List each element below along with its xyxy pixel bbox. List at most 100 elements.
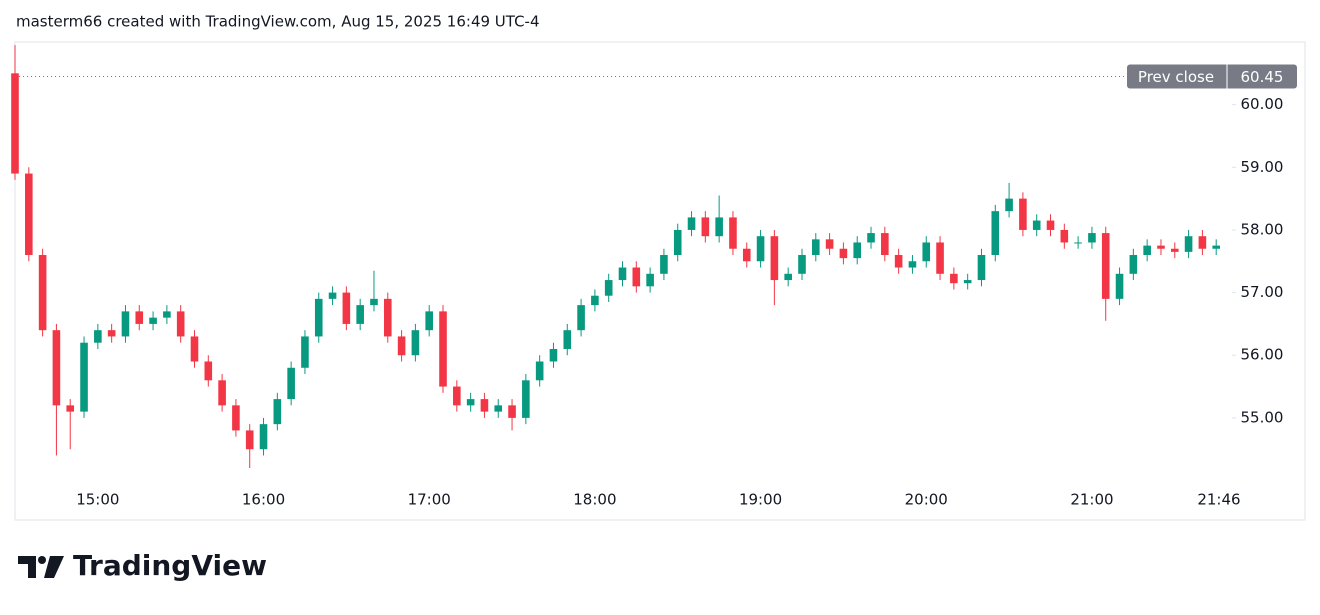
y-tick-label: 57.00 xyxy=(1241,283,1284,301)
candle-body xyxy=(867,233,875,243)
candle-body xyxy=(1074,242,1082,244)
candle-body xyxy=(11,73,19,174)
candle-body xyxy=(1129,255,1138,274)
candle-body xyxy=(107,330,116,337)
candle-body xyxy=(950,273,958,284)
candle-body xyxy=(1019,198,1027,230)
prev-close-label: Prev close xyxy=(1138,68,1214,86)
candle-body xyxy=(121,311,130,337)
candle-body xyxy=(660,255,668,274)
candle-body xyxy=(1088,233,1096,243)
candle-body xyxy=(480,399,489,412)
candle-body xyxy=(881,233,889,256)
candle-body xyxy=(1143,245,1151,256)
candle-body xyxy=(342,292,351,324)
candle-body xyxy=(245,430,254,450)
candle-body xyxy=(908,261,917,268)
candle-body xyxy=(301,336,309,368)
candle-body xyxy=(618,267,627,281)
candle-body xyxy=(563,330,572,349)
candle-body xyxy=(38,255,47,331)
candle-body xyxy=(673,229,682,256)
candle-body xyxy=(508,405,516,418)
x-tick-label: 21:00 xyxy=(1070,491,1113,509)
candle-body xyxy=(1046,220,1055,230)
candle-body xyxy=(494,405,503,412)
candle-body xyxy=(204,361,213,381)
candle-body xyxy=(729,217,737,249)
candle-body xyxy=(1060,229,1069,243)
candle-body xyxy=(991,211,1000,256)
candle-body xyxy=(383,298,392,337)
candle-body xyxy=(825,239,834,249)
x-tick-label: 15:00 xyxy=(76,491,119,509)
candle-body xyxy=(370,298,378,306)
candle-body xyxy=(1198,236,1207,249)
candle-body xyxy=(439,311,447,387)
candle-body xyxy=(466,399,475,406)
candle-body xyxy=(549,348,558,362)
candle-body xyxy=(94,330,102,343)
candle-body xyxy=(701,217,710,237)
prev-close-value: 60.45 xyxy=(1241,68,1284,86)
x-tick-label: 17:00 xyxy=(408,491,451,509)
candle-body xyxy=(577,305,585,331)
candle-body xyxy=(163,311,171,318)
candle-body xyxy=(453,386,461,406)
candle-body xyxy=(328,292,337,299)
x-tick-label: 16:00 xyxy=(242,491,285,509)
candle-body xyxy=(411,330,420,356)
candle-body xyxy=(936,242,944,274)
candle-body xyxy=(218,380,226,406)
candle-body xyxy=(798,255,806,274)
candle-body xyxy=(135,311,144,324)
y-tick-label: 60.00 xyxy=(1241,95,1284,113)
candle-body xyxy=(1212,245,1220,249)
header: masterm66 created with TradingView.com, … xyxy=(16,13,540,31)
candle-body xyxy=(314,298,323,337)
candle-body xyxy=(356,305,364,324)
candle-body xyxy=(742,248,751,262)
chart-frame xyxy=(14,41,1306,521)
prev-close-tag xyxy=(1127,64,1297,89)
candle-body xyxy=(687,217,696,230)
candle-body xyxy=(522,380,530,418)
candle-body xyxy=(397,336,406,356)
candle-body xyxy=(922,242,931,262)
candle-body xyxy=(894,255,903,268)
candle-body xyxy=(273,399,282,425)
candle-body xyxy=(149,317,157,324)
candle-body xyxy=(52,330,61,406)
candle-body xyxy=(232,405,240,431)
y-tick-label: 56.00 xyxy=(1241,346,1284,364)
x-tick-label: 18:00 xyxy=(573,491,616,509)
candle-body xyxy=(259,424,268,450)
candle-body xyxy=(839,248,848,259)
candle-body xyxy=(853,242,862,259)
candle-body xyxy=(287,367,295,400)
candle-body xyxy=(770,236,779,281)
candle-body xyxy=(1170,248,1179,252)
candle-body xyxy=(425,311,434,331)
logo xyxy=(18,556,64,578)
candle-body xyxy=(25,173,33,256)
x-tick-label: 21:46 xyxy=(1197,491,1240,509)
x-tick-label: 20:00 xyxy=(905,491,948,509)
y-tick-label: 55.00 xyxy=(1241,408,1284,426)
candle-body xyxy=(604,280,613,296)
candle-body xyxy=(784,273,792,281)
candle-body xyxy=(646,273,654,287)
candle-body xyxy=(811,239,820,256)
candle-body xyxy=(1115,273,1124,299)
x-tick-label: 19:00 xyxy=(739,491,782,509)
candle-body xyxy=(80,342,88,412)
candle-body xyxy=(1101,233,1110,299)
candle-body xyxy=(1005,198,1013,212)
candle-body xyxy=(715,217,723,237)
candle-body xyxy=(176,311,185,337)
candle-body xyxy=(591,295,599,306)
candle-body xyxy=(977,255,986,281)
candle-body xyxy=(632,267,641,287)
y-tick-label: 59.00 xyxy=(1241,158,1284,176)
